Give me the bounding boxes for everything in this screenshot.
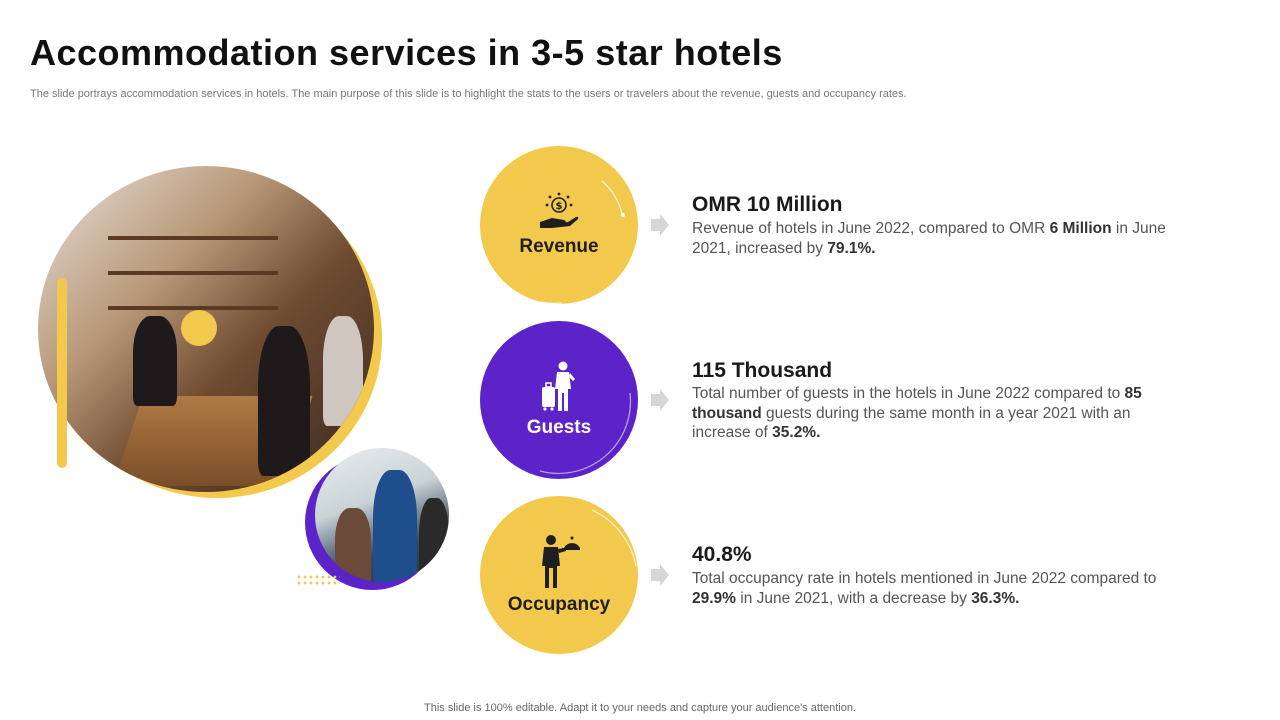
slide-title: Accommodation services in 3-5 star hotel…	[30, 32, 783, 73]
waiter-cloche-icon	[542, 535, 580, 588]
slide-footer: This slide is 100% editable. Adapt it to…	[424, 702, 856, 714]
occupancy-circle: Occupancy	[480, 496, 638, 654]
revenue-description: Revenue of hotels in June 2022, compared…	[692, 220, 1166, 257]
photo-shelf	[108, 236, 278, 240]
guests-description: Total number of guests in the hotels in …	[692, 385, 1142, 441]
decorative-bar	[57, 278, 67, 468]
occupancy-heading: 40.8%	[692, 543, 752, 566]
photo-person	[373, 470, 417, 582]
photo-person	[323, 316, 363, 426]
occupancy-label: Occupancy	[507, 594, 611, 615]
decorative-dot	[181, 310, 217, 346]
photo-shelf	[108, 306, 278, 310]
photo-person	[335, 508, 371, 582]
guests-heading: 115 Thousand	[692, 359, 833, 382]
decorative-dots	[296, 574, 340, 586]
occupancy-description: Total occupancy rate in hotels mentioned…	[692, 570, 1157, 607]
traveler-luggage-icon	[542, 361, 575, 411]
arrow-right-icon	[651, 564, 669, 586]
guests-circle: Guests	[480, 321, 638, 479]
slide-subtitle: The slide portrays accommodation service…	[30, 88, 907, 100]
revenue-circle: $ Revenue	[480, 146, 638, 304]
photo-person	[419, 498, 449, 582]
revenue-heading: OMR 10 Million	[692, 193, 843, 216]
guests-label: Guests	[526, 417, 592, 438]
guests-photo	[315, 448, 449, 582]
revenue-label: Revenue	[519, 236, 599, 257]
photo-person	[258, 326, 310, 476]
arrow-right-icon	[651, 389, 669, 411]
money-hand-icon: $	[540, 192, 579, 228]
photo-person	[133, 316, 177, 406]
photo-shelf	[108, 271, 278, 275]
svg-text:$: $	[556, 201, 563, 212]
arrow-right-icon	[651, 214, 669, 236]
